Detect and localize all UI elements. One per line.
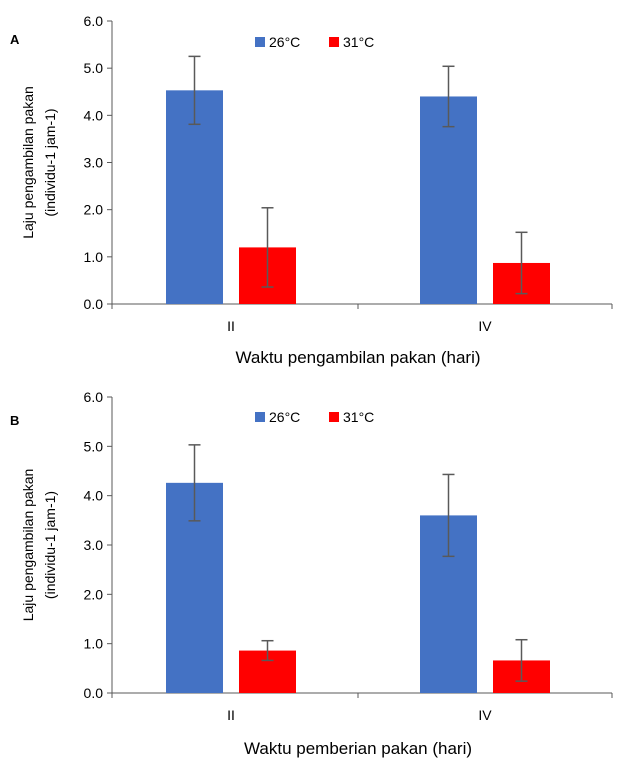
legend-label: 26°C <box>269 409 300 425</box>
y-tick-label: 2.0 <box>84 202 104 218</box>
x-tick-label: II <box>227 318 235 334</box>
panel-label: A <box>10 32 20 47</box>
x-tick-label: II <box>227 707 235 723</box>
y-tick-label: 3.0 <box>84 537 104 553</box>
y-tick-label: 0.0 <box>84 296 104 312</box>
y-axis-label: (individu-1 jam-1) <box>42 108 58 216</box>
y-tick-label: 4.0 <box>84 107 104 123</box>
y-tick-label: 1.0 <box>84 636 104 652</box>
y-axis-label: (individu-1 jam-1) <box>42 491 58 599</box>
y-axis-label: Laju pengambilan pakan <box>20 86 36 239</box>
x-tick-label: IV <box>478 707 492 723</box>
y-tick-label: 2.0 <box>84 586 104 602</box>
y-tick-label: 6.0 <box>84 389 104 405</box>
chart-panel-b: B 0.0 1.0 2.0 3.0 4.0 5.0 6.0 II IV 26°C 31°C Laju p… <box>10 389 613 758</box>
x-axis-label: Waktu pemberian pakan (hari) <box>244 739 472 758</box>
y-tick-label: 1.0 <box>84 249 104 265</box>
bar-26C-IV <box>420 96 477 304</box>
bar-26C-II <box>166 90 223 305</box>
y-axis-label: Laju pengambilan pakan <box>20 469 36 622</box>
legend-label: 31°C <box>343 409 374 425</box>
y-tick-label: 5.0 <box>84 438 104 454</box>
y-tick-label: 5.0 <box>84 60 104 76</box>
x-axis-label: Waktu pengambilan pakan (hari) <box>235 348 480 367</box>
y-tick-label: 6.0 <box>84 13 104 29</box>
legend-swatch <box>255 412 265 422</box>
panel-label: B <box>10 413 19 428</box>
legend-swatch <box>329 37 339 47</box>
x-tick-label: IV <box>478 318 492 334</box>
chart-panel-a: A 0.0 1.0 2.0 3.0 4.0 5.0 6.0 II IV 26°C 31°C Laju p… <box>10 13 613 367</box>
legend-label: 26°C <box>269 34 300 50</box>
legend-swatch <box>255 37 265 47</box>
legend-swatch <box>329 412 339 422</box>
y-tick-label: 4.0 <box>84 488 104 504</box>
legend-label: 31°C <box>343 34 374 50</box>
y-tick-label: 0.0 <box>84 685 104 701</box>
y-tick-label: 3.0 <box>84 155 104 171</box>
